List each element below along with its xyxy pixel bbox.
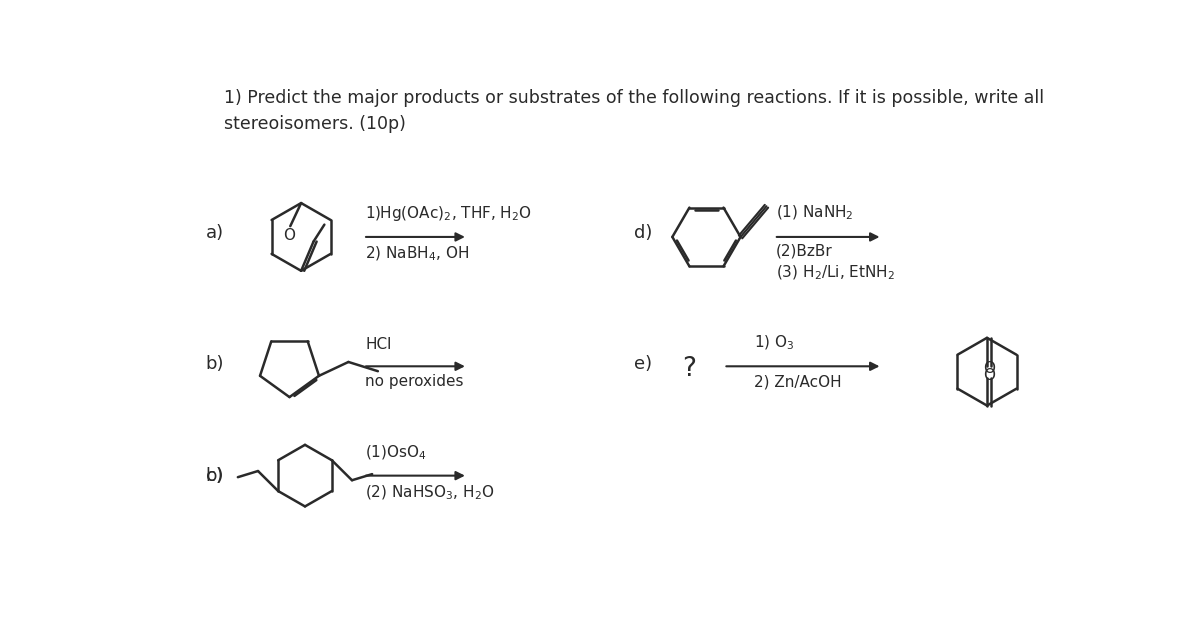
Text: HCl: HCl xyxy=(366,337,392,352)
Text: O: O xyxy=(983,368,995,383)
Text: 1)Hg(OAc)$_2$, THF, H$_2$O: 1)Hg(OAc)$_2$, THF, H$_2$O xyxy=(366,204,533,223)
Text: 1) Predict the major products or substrates of the following reactions. If it is: 1) Predict the major products or substra… xyxy=(223,89,1044,107)
Text: e): e) xyxy=(635,355,653,373)
Text: no peroxides: no peroxides xyxy=(366,374,464,389)
Text: 1) O$_3$: 1) O$_3$ xyxy=(755,334,796,352)
Text: b): b) xyxy=(206,466,224,485)
Text: ?: ? xyxy=(682,356,696,382)
Text: 2) Zn/AcOH: 2) Zn/AcOH xyxy=(755,374,842,389)
Text: (1)OsO$_4$: (1)OsO$_4$ xyxy=(366,443,427,461)
Text: d): d) xyxy=(635,224,653,242)
Text: (1) NaNH$_2$: (1) NaNH$_2$ xyxy=(776,203,853,221)
Text: (3) H$_2$/Li, EtNH$_2$: (3) H$_2$/Li, EtNH$_2$ xyxy=(776,263,895,282)
Text: c): c) xyxy=(206,466,223,485)
Text: (2)BzBr: (2)BzBr xyxy=(776,243,833,258)
Text: (2) NaHSO$_3$, H$_2$O: (2) NaHSO$_3$, H$_2$O xyxy=(366,483,494,502)
Text: a): a) xyxy=(206,224,224,242)
Text: 2) NaBH$_4$, OH: 2) NaBH$_4$, OH xyxy=(366,245,469,263)
Text: O: O xyxy=(283,228,295,243)
Text: b): b) xyxy=(206,355,224,373)
Text: O: O xyxy=(983,361,995,376)
Text: stereoisomers. (10p): stereoisomers. (10p) xyxy=(223,115,406,134)
